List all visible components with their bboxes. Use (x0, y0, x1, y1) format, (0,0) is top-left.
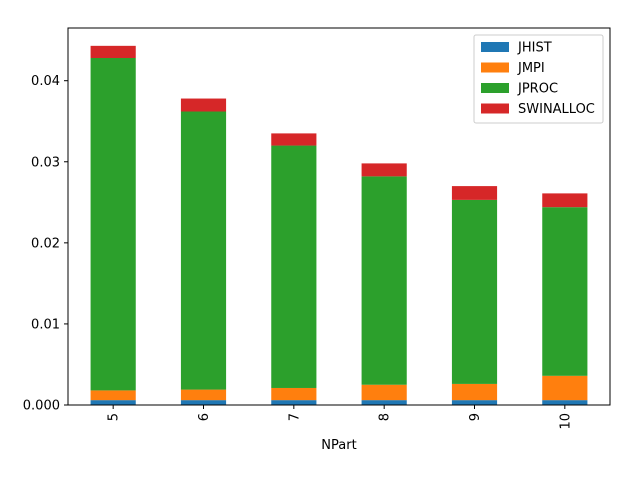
bar-segment-jmpi-6 (180, 389, 227, 401)
bar-segment-jmpi-10 (542, 375, 588, 401)
bar-segment-jmpi-7 (271, 387, 317, 401)
bar-segment-jproc-9 (451, 199, 498, 384)
x-tick-label: 8 (378, 413, 393, 421)
bar-segment-jhist-10 (542, 400, 588, 405)
bar-segment-swinalloc-8 (361, 163, 407, 177)
bar-segment-jhist-5 (90, 400, 136, 405)
legend-swatch-swinalloc (481, 103, 509, 114)
y-tick-label: 0.04 (31, 74, 60, 89)
bar-segment-jproc-8 (361, 176, 407, 385)
x-tick-label: 6 (197, 413, 212, 421)
bar-segment-jhist-7 (271, 400, 317, 405)
x-tick-label: 10 (558, 413, 573, 430)
y-tick-label: 0.03 (31, 155, 60, 170)
legend-label-jhist: JHIST (517, 41, 552, 56)
bar-segment-swinalloc-5 (90, 45, 136, 58)
y-tick-label: 0.01 (31, 317, 60, 332)
x-tick-label: 9 (468, 413, 483, 421)
bar-segment-jhist-6 (180, 400, 227, 405)
bar-segment-swinalloc-7 (271, 133, 317, 146)
bar-segment-jproc-5 (90, 58, 136, 391)
y-tick-label: 0.02 (31, 236, 60, 251)
legend-label-swinalloc: SWINALLOC (518, 102, 595, 117)
legend-swatch-jmpi (481, 62, 509, 73)
legend-swatch-jhist (481, 42, 509, 52)
y-axis: 0.000 0.01 0.02 0.03 0.04 (23, 74, 68, 414)
bar-segment-jmpi-8 (361, 384, 407, 401)
bar-segment-jproc-10 (542, 207, 588, 376)
legend: JHIST JMPI JPROC SWINALLOC (473, 34, 604, 124)
legend-label-jmpi: JMPI (517, 61, 545, 76)
legend-swatch-jproc (481, 83, 509, 93)
x-tick-label: 7 (287, 413, 302, 421)
bar-segment-swinalloc-10 (542, 193, 588, 208)
y-tick-label: 0.000 (23, 399, 60, 414)
bar-segment-jproc-7 (271, 145, 317, 388)
legend-box (473, 34, 604, 124)
bar-segment-jproc-6 (180, 111, 227, 390)
x-axis-title: NPart (321, 438, 356, 453)
bar-segment-jhist-8 (361, 400, 407, 405)
bar-segment-swinalloc-9 (451, 186, 498, 200)
bar-segment-jhist-9 (451, 400, 498, 405)
bar-segment-swinalloc-6 (180, 98, 227, 112)
bar-segment-jmpi-5 (90, 390, 136, 401)
plot-frame (67, 27, 611, 406)
x-axis: 5 6 7 8 9 10 (107, 405, 573, 430)
bars-layer (90, 45, 588, 405)
x-tick-label: 5 (107, 413, 122, 421)
legend-label-jproc: JPROC (517, 82, 558, 97)
bar-segment-jmpi-9 (451, 383, 498, 401)
